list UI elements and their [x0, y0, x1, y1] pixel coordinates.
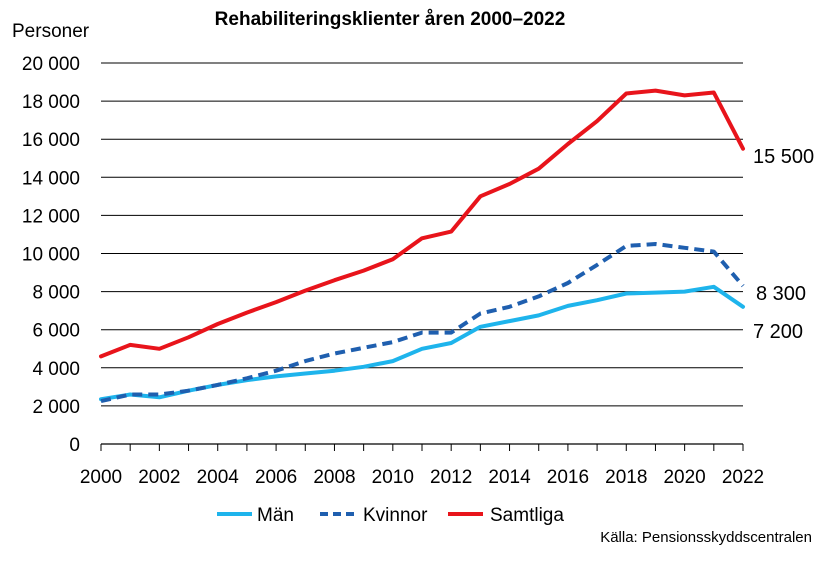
gridlines [101, 62, 743, 407]
x-tick-label: 2010 [372, 467, 414, 488]
x-tick-label: 2014 [488, 467, 531, 488]
axes: 0 2 000 4 000 6 000 8 000 10 000 12 000 14 000 1… [22, 54, 764, 488]
y-tick-label: 4 000 [32, 359, 80, 380]
legend-label-samtliga: Samtliga [490, 505, 564, 526]
y-tick-label: 16 000 [22, 130, 80, 151]
y-tick-label: 0 [69, 435, 80, 456]
x-tick-label: 2018 [605, 467, 647, 488]
end-label-kvinnor: 8 300 [756, 283, 806, 305]
end-labels: 7 200 8 300 15 500 [753, 146, 814, 343]
end-label-samtliga: 15 500 [753, 146, 814, 168]
y-tick-label: 6 000 [32, 321, 80, 342]
y-tick-label: 2 000 [32, 397, 80, 418]
y-axis-label: Personer [12, 21, 90, 42]
x-tick-label: 2004 [197, 467, 240, 488]
y-tick-label: 18 000 [22, 92, 80, 113]
y-tick-label: 10 000 [22, 245, 80, 266]
series-line-kvinnor [100, 242, 745, 404]
y-tick-label: 14 000 [22, 168, 80, 189]
y-tick-label: 20 000 [22, 54, 80, 75]
series-line-samtliga [99, 88, 745, 359]
legend: Män Kvinnor Samtliga [217, 505, 564, 526]
x-tick-label: 2006 [255, 467, 297, 488]
legend-label-män: Män [257, 505, 294, 526]
x-tick-label: 2002 [138, 467, 180, 488]
y-tick-label: 8 000 [32, 283, 80, 304]
source-note: Källa: Pensionsskyddscentralen [600, 529, 812, 546]
x-tick-label: 2022 [722, 467, 764, 488]
series-lines [99, 88, 745, 404]
x-tick-label: 2020 [663, 467, 705, 488]
end-label-män: 7 200 [753, 321, 803, 343]
legend-label-kvinnor: Kvinnor [363, 505, 428, 526]
y-tick-label: 12 000 [22, 206, 80, 227]
x-tick-label: 2000 [80, 467, 122, 488]
chart-title: Rehabiliteringsklienter åren 2000–2022 [215, 9, 566, 30]
x-tick-label: 2012 [430, 467, 472, 488]
x-tick-label: 2008 [313, 467, 355, 488]
x-tick-label: 2016 [547, 467, 589, 488]
series-line-män [99, 284, 745, 402]
